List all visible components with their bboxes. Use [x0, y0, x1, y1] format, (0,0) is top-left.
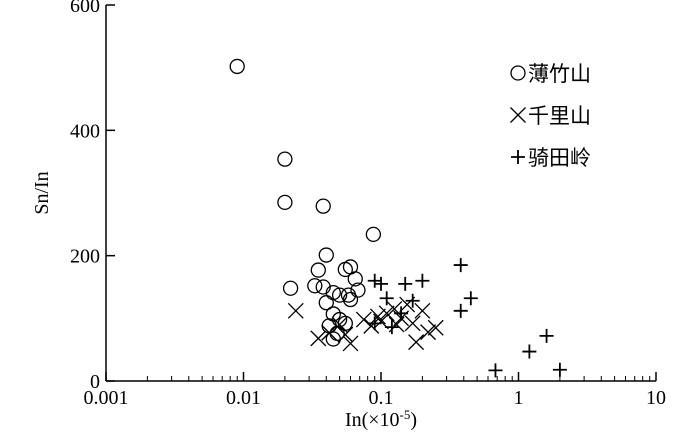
- data-point-plus: [384, 320, 399, 335]
- data-point-circle: [307, 278, 323, 294]
- legend-label: 骑田岭: [528, 146, 591, 170]
- data-point-x: [420, 324, 437, 341]
- x-tick-label: 1: [514, 387, 524, 409]
- data-point-x: [408, 334, 425, 351]
- data-points: [229, 58, 567, 378]
- data-point-x: [355, 311, 372, 328]
- plot-area: 0.001 0.01 0.1 1 10 0 200 400 600: [70, 0, 666, 409]
- x-tick-label: 0.01: [226, 387, 261, 409]
- data-point-plus: [453, 303, 468, 318]
- data-point-plus: [398, 276, 413, 291]
- data-point-plus: [379, 291, 394, 306]
- data-point-circle: [318, 247, 334, 263]
- y-tick-label: 600: [70, 0, 100, 17]
- data-point-circle: [315, 279, 331, 295]
- data-point-x: [342, 335, 359, 352]
- data-point-circle: [315, 198, 331, 214]
- data-point-x: [427, 319, 444, 336]
- y-axis-label: Sn/In: [31, 171, 53, 214]
- data-point-x: [337, 326, 354, 343]
- data-point-plus: [453, 258, 468, 273]
- axis-ticks: 0.001 0.01 0.1 1 10 0 200 400 600: [70, 0, 666, 409]
- data-point-plus: [552, 362, 567, 377]
- legend-marker-x: [510, 107, 526, 123]
- y-tick-label: 200: [70, 246, 100, 268]
- legend-marker-plus: [511, 150, 525, 164]
- data-point-plus: [463, 291, 478, 306]
- data-point-x: [321, 324, 338, 341]
- data-point-plus: [405, 293, 420, 308]
- legend-marker-circle: [510, 65, 526, 81]
- y-tick-label: 0: [90, 371, 100, 393]
- data-point-circle: [365, 226, 382, 243]
- data-point-x: [414, 302, 431, 319]
- data-point-plus: [374, 276, 388, 291]
- data-point-x: [331, 316, 348, 333]
- x-axis-label: In(×10-5): [345, 407, 417, 431]
- data-point-circle: [282, 280, 299, 296]
- data-point-x: [369, 308, 386, 325]
- data-point-circle: [325, 284, 341, 301]
- data-point-plus: [522, 344, 537, 359]
- y-tick-label: 400: [70, 120, 100, 142]
- data-point-circle: [229, 58, 245, 75]
- data-point-plus: [488, 363, 503, 378]
- data-point-x: [310, 330, 327, 347]
- data-point-plus: [415, 273, 430, 288]
- data-point-circle: [331, 287, 348, 303]
- legend-label: 薄竹山: [528, 62, 591, 86]
- legend-label: 千里山: [528, 104, 591, 128]
- data-point-x: [363, 317, 380, 334]
- data-point-circle: [342, 291, 359, 308]
- data-point-plus: [539, 328, 554, 343]
- data-point-circle: [318, 295, 334, 311]
- data-point-circle: [310, 262, 326, 278]
- data-point-x: [378, 305, 395, 322]
- data-point-circle: [350, 282, 366, 298]
- data-point-plus: [367, 273, 382, 288]
- x-tick-label: 10: [646, 387, 666, 409]
- data-point-plus: [367, 316, 382, 331]
- data-point-plus: [394, 306, 409, 321]
- x-tick-label: 0.1: [369, 387, 394, 409]
- x-tick-label: 0.001: [84, 387, 129, 409]
- data-point-x: [287, 302, 304, 319]
- data-point-circle: [277, 151, 293, 167]
- data-point-circle: [277, 194, 293, 211]
- data-point-x: [404, 315, 421, 332]
- data-point-circle: [347, 271, 363, 287]
